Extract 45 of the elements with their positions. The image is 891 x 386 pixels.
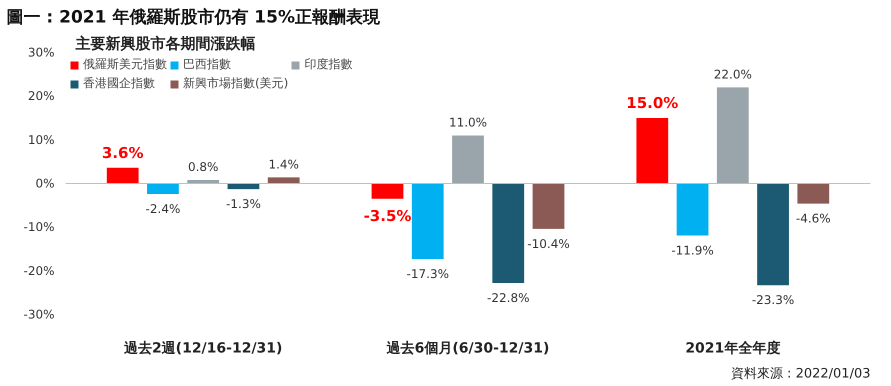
data-label: 3.6% bbox=[102, 144, 144, 162]
data-label: 0.8% bbox=[188, 160, 218, 174]
legend-label: 巴西指數 bbox=[183, 56, 231, 73]
y-tick-label: -10% bbox=[24, 220, 55, 234]
y-tick-label: 20% bbox=[28, 89, 54, 104]
bar bbox=[372, 184, 404, 199]
legend-label: 印度指數 bbox=[304, 56, 352, 73]
bar bbox=[412, 184, 444, 260]
data-label: 1.4% bbox=[268, 157, 299, 172]
bar bbox=[452, 135, 484, 184]
bar bbox=[532, 184, 564, 229]
bar bbox=[492, 184, 524, 284]
x-tick-label: 2021年全年度 bbox=[685, 340, 780, 356]
bar bbox=[147, 184, 179, 194]
chart-title: 圖一 : 2021 年俄羅斯股市仍有 15%正報酬表現 bbox=[6, 8, 381, 28]
bar bbox=[676, 184, 708, 236]
data-label: -3.5% bbox=[364, 206, 412, 225]
x-tick-label: 過去2週(12/16-12/31) bbox=[122, 340, 282, 356]
bar bbox=[106, 168, 139, 184]
y-tick-label: 0% bbox=[35, 176, 55, 190]
legend-label: 新興市場指數(美元) bbox=[183, 75, 288, 92]
data-label: -4.6% bbox=[796, 212, 831, 226]
bar bbox=[757, 184, 789, 286]
bar bbox=[636, 118, 668, 184]
y-tick-label: 30% bbox=[28, 46, 54, 60]
data-label: 15.0% bbox=[626, 94, 678, 112]
source-note: 資料來源 : 2022/01/03 bbox=[730, 366, 871, 382]
data-label: -2.4% bbox=[146, 202, 180, 216]
data-label: -10.4% bbox=[527, 236, 570, 251]
bar bbox=[716, 87, 749, 184]
legend-label: 俄羅斯美元指數 bbox=[83, 56, 167, 73]
legend-label: 香港國企指數 bbox=[83, 75, 155, 92]
data-label: -11.9% bbox=[671, 243, 714, 258]
data-label: -1.3% bbox=[226, 197, 261, 212]
bar bbox=[797, 184, 830, 204]
data-label: 22.0% bbox=[714, 67, 752, 82]
y-tick-label: -30% bbox=[24, 308, 55, 322]
x-tick-label: 過去6個月(6/30-12/31) bbox=[386, 340, 550, 356]
y-tick-label: 10% bbox=[28, 132, 54, 147]
chart-subtitle: 主要新興股市各期間漲跌幅 bbox=[74, 34, 256, 52]
data-label: -22.8% bbox=[487, 291, 530, 306]
y-tick-label: -20% bbox=[24, 264, 55, 278]
data-label: -23.3% bbox=[752, 293, 794, 308]
data-label: -17.3% bbox=[406, 267, 449, 282]
data-label: 11.0% bbox=[448, 115, 488, 130]
